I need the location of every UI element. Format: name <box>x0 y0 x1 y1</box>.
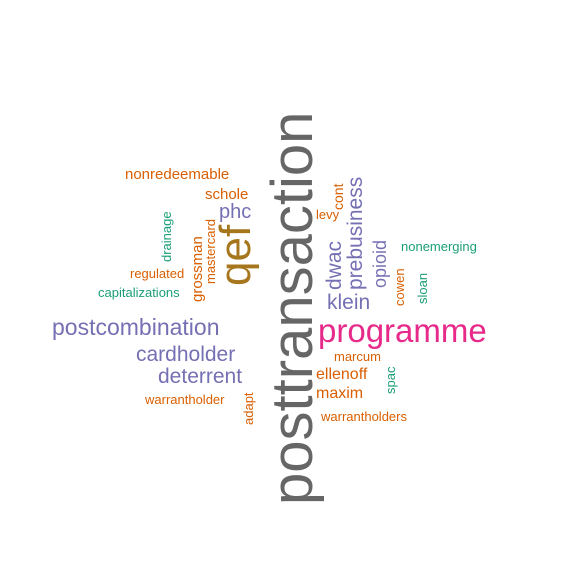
word-cont: cont <box>330 183 346 210</box>
word-deterrent: deterrent <box>158 365 243 388</box>
word-capitalizations: capitalizations <box>98 285 180 300</box>
word-regulated: regulated <box>130 266 185 281</box>
word-schole: schole <box>205 186 249 203</box>
word-programme: programme <box>318 312 487 349</box>
word-qef: qef <box>211 224 260 286</box>
word-klein: klein <box>327 291 371 314</box>
word-maxim: maxim <box>316 385 364 402</box>
word-levy: levy <box>316 207 340 222</box>
word-mastercard: mastercard <box>203 218 218 284</box>
word-cardholder: cardholder <box>136 343 236 366</box>
word-sloan: sloan <box>415 272 430 304</box>
word-spac: spac <box>383 366 398 394</box>
word-drainage: drainage <box>159 211 174 262</box>
word-cowen: cowen <box>392 268 407 306</box>
word-dwac: dwac <box>323 240 346 290</box>
word-ellenoff: ellenoff <box>316 366 368 383</box>
word-adapt: adapt <box>241 392 256 425</box>
word-nonemerging: nonemerging <box>401 239 477 254</box>
word-opioid: opioid <box>370 239 390 288</box>
word-posttransaction: posttransaction <box>260 111 325 505</box>
word-phc: phc <box>219 201 252 223</box>
word-prebusiness: prebusiness <box>344 176 367 290</box>
word-nonredeemable: nonredeemable <box>125 166 230 183</box>
word-marcum: marcum <box>334 349 381 364</box>
word-warrantholders: warrantholders <box>321 409 407 424</box>
word-warrantholder: warrantholder <box>145 392 225 407</box>
word-postcombination: postcombination <box>52 314 220 340</box>
